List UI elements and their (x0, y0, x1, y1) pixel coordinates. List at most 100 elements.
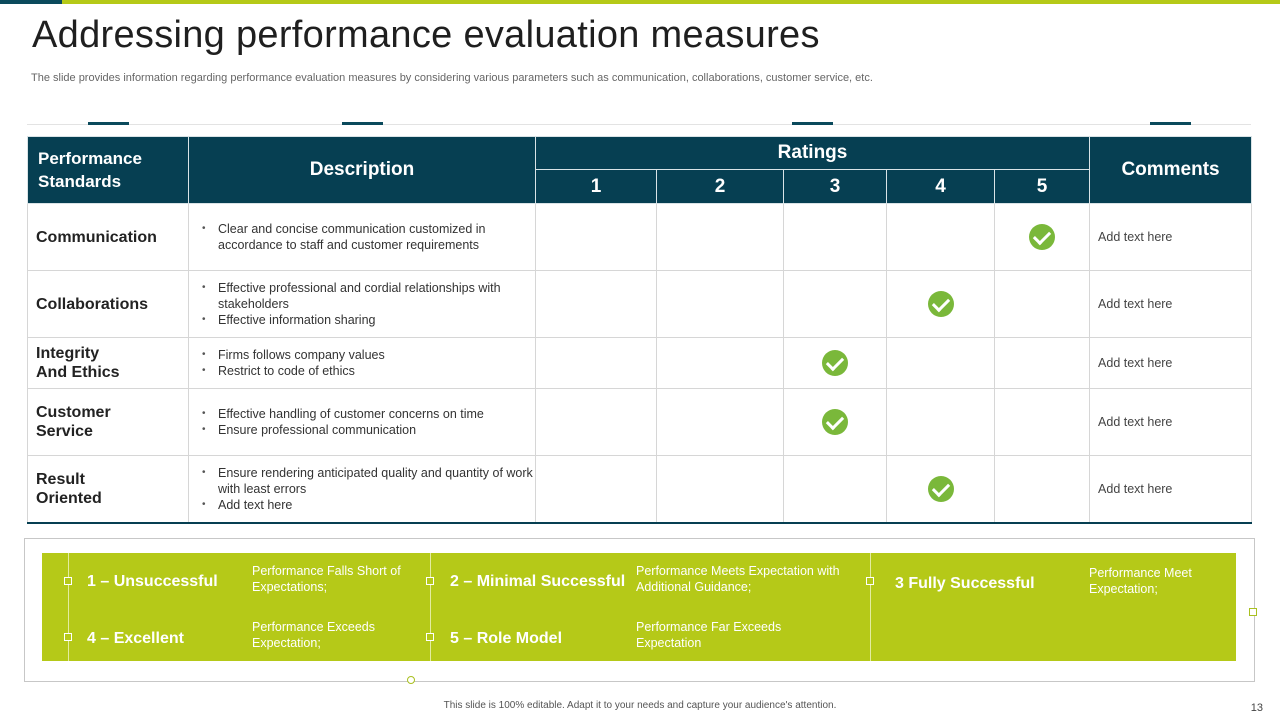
check-circle-icon (822, 350, 848, 376)
legend-label-1: 1 – Unsuccessful (87, 573, 218, 590)
rating-cell-5[interactable] (993, 388, 1091, 456)
legend-marker (64, 577, 72, 585)
rating-cell-2[interactable] (656, 337, 784, 389)
page-number: 13 (1250, 702, 1263, 714)
legend-desc-4: Performance Exceeds Expectation; (252, 620, 375, 650)
header-ratings: Ratings (534, 136, 1091, 170)
description-bullet: Effective professional and cordial relat… (202, 280, 534, 312)
rating-legend: 1 – Unsuccessful Performance Falls Short… (42, 553, 1236, 661)
check-circle-icon (927, 291, 954, 317)
legend-marker (866, 577, 874, 585)
rating-cell-5[interactable] (993, 337, 1091, 389)
rating-cell-3[interactable] (783, 203, 887, 271)
table-row: Customer Service Effective handling of c… (27, 388, 1253, 456)
legend-desc-5: Performance Far Exceeds Expectation (636, 620, 782, 650)
description-bullet: Ensure rendering anticipated quality and… (202, 465, 534, 497)
row-standard: Collaborations (27, 270, 189, 338)
rating-cell-3[interactable] (783, 455, 887, 523)
rating-cell-4[interactable] (886, 388, 995, 456)
rating-cell-5[interactable] (993, 270, 1091, 338)
rating-cell-2[interactable] (656, 388, 784, 456)
top-accent-dark (0, 0, 62, 4)
frame-handle (407, 676, 415, 684)
rating-cell-3[interactable] (783, 270, 887, 338)
footer-note: This slide is 100% editable. Adapt it to… (443, 700, 837, 711)
table-row: Collaborations Effective professional an… (27, 270, 1253, 338)
rating-cell-1[interactable] (535, 455, 657, 523)
row-description: Effective professional and cordial relat… (188, 270, 536, 338)
row-comment[interactable]: Add text here (1089, 337, 1253, 389)
rating-cell-4[interactable] (886, 270, 995, 338)
row-standard: Integrity And Ethics (27, 337, 189, 389)
column-marker (1150, 122, 1191, 125)
rating-cell-1[interactable] (535, 203, 657, 271)
rating-cell-2[interactable] (656, 270, 784, 338)
legend-desc-2: Performance Meets Expectation with Addit… (636, 564, 840, 594)
legend-marker (426, 577, 434, 585)
check-circle-icon (927, 475, 954, 502)
row-comment[interactable]: Add text here (1089, 388, 1253, 456)
header-comments: Comments (1089, 136, 1253, 204)
rating-cell-1[interactable] (535, 270, 657, 338)
row-comment[interactable]: Add text here (1089, 455, 1253, 523)
description-bullet: Add text here (202, 497, 534, 513)
rating-cell-4[interactable] (886, 203, 995, 271)
rating-cell-5[interactable] (993, 455, 1091, 523)
column-marker (342, 122, 383, 125)
legend-desc-1: Performance Falls Short of Expectations; (252, 564, 401, 594)
rating-cell-3[interactable] (783, 388, 887, 456)
row-description: Ensure rendering anticipated quality and… (188, 455, 536, 523)
legend-marker (426, 633, 434, 641)
legend-label-3: 3 Fully Successful (895, 575, 1035, 592)
table-row: Communication Clear and concise communic… (27, 203, 1253, 271)
rating-cell-4[interactable] (886, 455, 995, 523)
row-comment[interactable]: Add text here (1089, 270, 1253, 338)
rating-cell-4[interactable] (886, 337, 995, 389)
header-rating-3: 3 (783, 169, 887, 204)
check-circle-icon (1029, 224, 1056, 250)
check-circle-icon (822, 409, 848, 435)
legend-divider (870, 553, 871, 661)
row-comment[interactable]: Add text here (1089, 203, 1253, 271)
rating-cell-2[interactable] (656, 455, 784, 523)
legend-divider (430, 553, 431, 661)
description-bullet: Ensure professional communication (202, 422, 534, 438)
row-description: Effective handling of customer concerns … (188, 388, 536, 456)
divider (27, 124, 1251, 125)
table-row: Result Oriented Ensure rendering anticip… (27, 455, 1253, 523)
rating-cell-1[interactable] (535, 337, 657, 389)
rating-cell-5[interactable] (993, 203, 1091, 271)
header-rating-2: 2 (656, 169, 784, 204)
header-rating-4: 4 (886, 169, 995, 204)
row-standard-label: Customer Service (36, 404, 111, 440)
row-description: Firms follows company values Restrict to… (188, 337, 536, 389)
legend-marker (64, 633, 72, 641)
column-marker (792, 122, 833, 125)
row-standard: Customer Service (27, 388, 189, 456)
row-standard-label: Integrity And Ethics (36, 345, 120, 381)
row-standard: Result Oriented (27, 455, 189, 523)
table-row: Integrity And Ethics Firms follows compa… (27, 337, 1253, 389)
row-standard: Communication (27, 203, 189, 271)
legend-label-5: 5 – Role Model (450, 630, 563, 647)
description-bullet: Effective information sharing (202, 312, 534, 328)
rating-cell-2[interactable] (656, 203, 784, 271)
legend-divider (68, 553, 69, 661)
rating-cell-1[interactable] (535, 388, 657, 456)
description-bullet: Firms follows company values (202, 347, 534, 363)
top-accent-green (62, 0, 1280, 4)
row-standard-label: Result Oriented (36, 470, 102, 507)
slide-subtitle: The slide provides information regarding… (31, 72, 873, 84)
header-description: Description (188, 136, 536, 204)
description-bullet: Effective handling of customer concerns … (202, 406, 534, 422)
header-rating-5: 5 (993, 169, 1091, 204)
description-bullet: Restrict to code of ethics (202, 363, 534, 379)
performance-table: Performance Standards Description Rating… (27, 136, 1253, 524)
header-performance-standards: Performance Standards (27, 136, 189, 204)
column-marker (88, 122, 129, 125)
legend-label-4: 4 – Excellent (87, 630, 184, 647)
rating-cell-3[interactable] (783, 337, 887, 389)
frame-handle (1249, 608, 1257, 616)
legend-desc-3: Performance Meet Expectation; (1089, 566, 1192, 596)
slide-title: Addressing performance evaluation measur… (32, 14, 820, 56)
